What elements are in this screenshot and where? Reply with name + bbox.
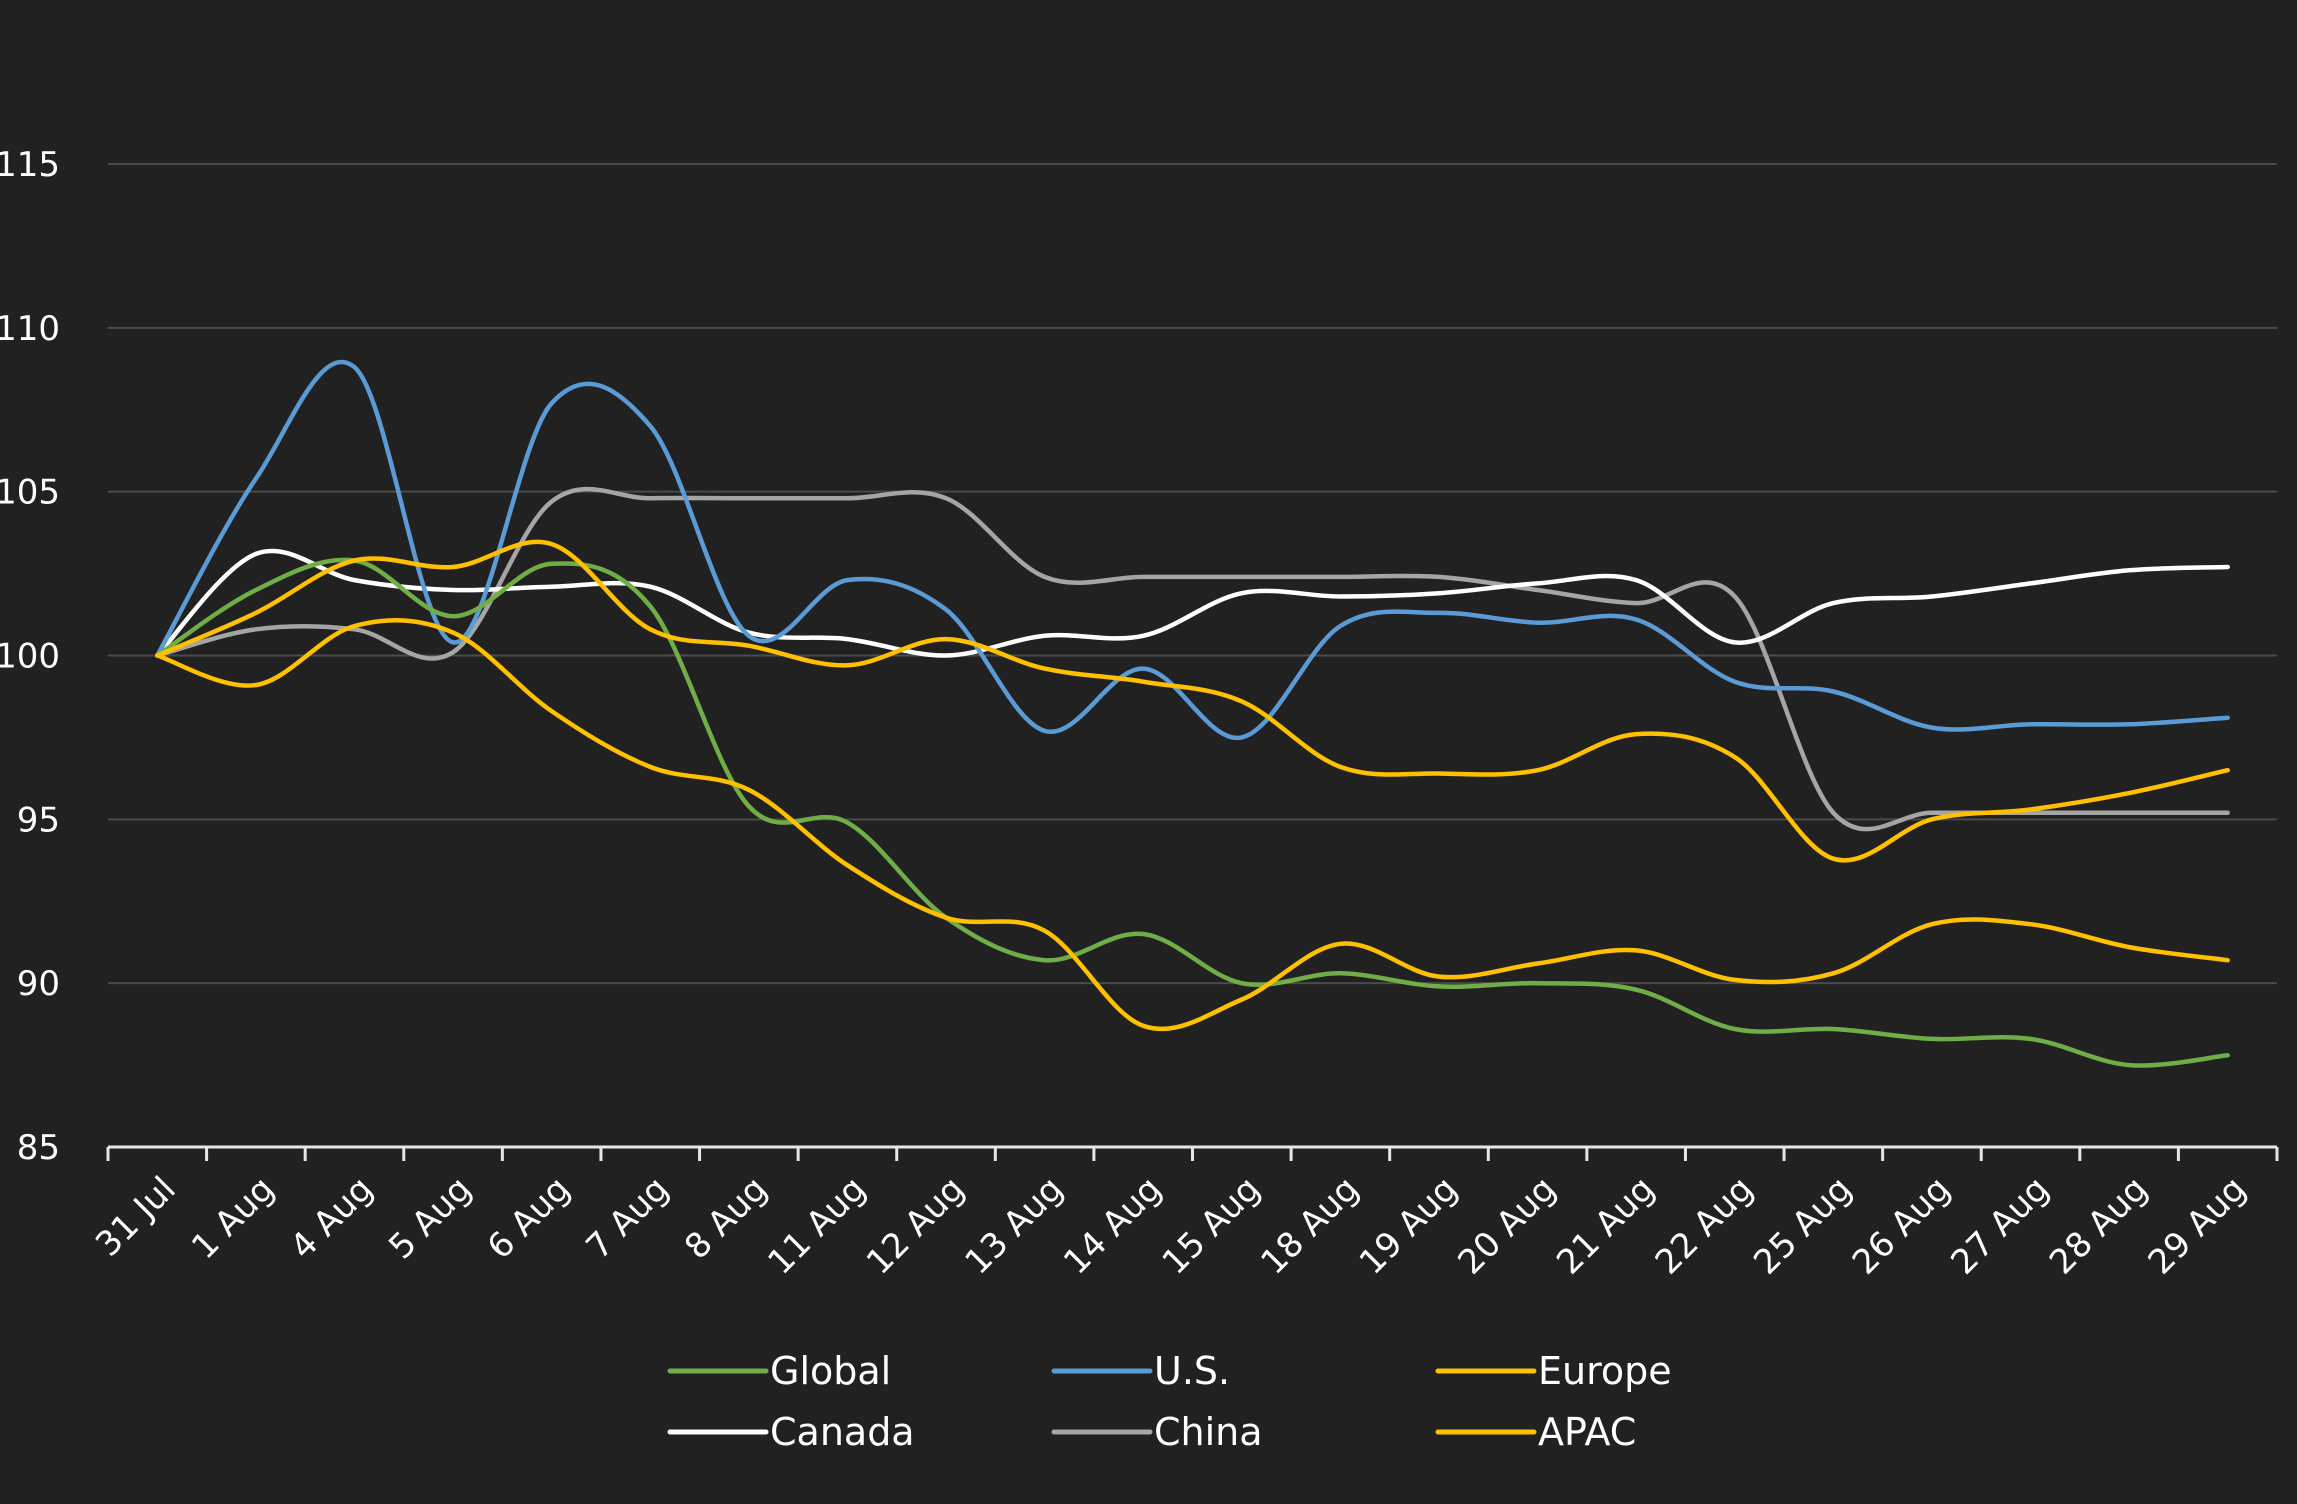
x-tick-label: 19 Aug — [1352, 1169, 1465, 1282]
x-tick-label: 7 Aug — [578, 1169, 676, 1267]
y-tick-label: 85 — [17, 1128, 60, 1168]
x-tick-label: 26 Aug — [1845, 1169, 1958, 1282]
x-tick-label: 21 Aug — [1549, 1169, 1662, 1282]
legend-label-apac: APAC — [1538, 1410, 1636, 1454]
x-tick-label: 28 Aug — [2042, 1169, 2155, 1282]
legend-label-europe: Europe — [1538, 1349, 1672, 1393]
y-tick-label: 110 — [0, 309, 60, 349]
series-line-china — [155, 486, 2230, 832]
x-tick-label: 14 Aug — [1056, 1169, 1169, 1282]
y-axis-ticks: 85 90 95 100 105 110 115 — [0, 145, 60, 1168]
series-line-u-s — [155, 359, 2230, 740]
legend-label-u-s: U.S. — [1154, 1349, 1230, 1393]
x-tick-label: 11 Aug — [760, 1169, 873, 1282]
series-line-apac — [155, 618, 2230, 1032]
series-line-canada — [155, 548, 2230, 658]
x-tick-label: 5 Aug — [381, 1169, 479, 1267]
legend-label-global: Global — [770, 1349, 891, 1393]
y-tick-label: 100 — [0, 637, 60, 677]
x-tick-label: 31 Jul — [88, 1169, 184, 1265]
y-tick-label: 90 — [17, 964, 60, 1004]
x-tick-label: 25 Aug — [1746, 1169, 1859, 1282]
x-tick-label: 4 Aug — [283, 1169, 381, 1267]
grid-layer — [108, 163, 2277, 985]
legend: Global U.S. Europe Canada China APAC — [667, 1349, 1672, 1454]
legend-label-china: China — [1154, 1410, 1263, 1454]
x-tick-label: 20 Aug — [1450, 1169, 1563, 1282]
x-tick-label: 18 Aug — [1253, 1169, 1366, 1282]
x-tick-label: 29 Aug — [2141, 1169, 2254, 1282]
x-tick-label: 1 Aug — [184, 1169, 282, 1267]
x-tick-label: 12 Aug — [859, 1169, 972, 1282]
series-line-global — [155, 557, 2230, 1068]
series-layer — [155, 359, 2230, 1068]
y-tick-label: 115 — [0, 145, 60, 185]
y-tick-label: 105 — [0, 473, 60, 513]
x-tick-label: 6 Aug — [480, 1169, 578, 1267]
x-tick-label: 8 Aug — [677, 1169, 775, 1267]
x-tick-label: 15 Aug — [1155, 1169, 1268, 1282]
y-tick-label: 95 — [17, 800, 60, 840]
x-tick-label: 27 Aug — [1943, 1169, 2056, 1282]
x-tick-label: 13 Aug — [958, 1169, 1071, 1282]
x-tick-label: 22 Aug — [1648, 1169, 1761, 1282]
x-axis — [106, 1145, 2279, 1161]
series-line-europe — [155, 539, 2230, 863]
legend-label-canada: Canada — [770, 1410, 915, 1454]
